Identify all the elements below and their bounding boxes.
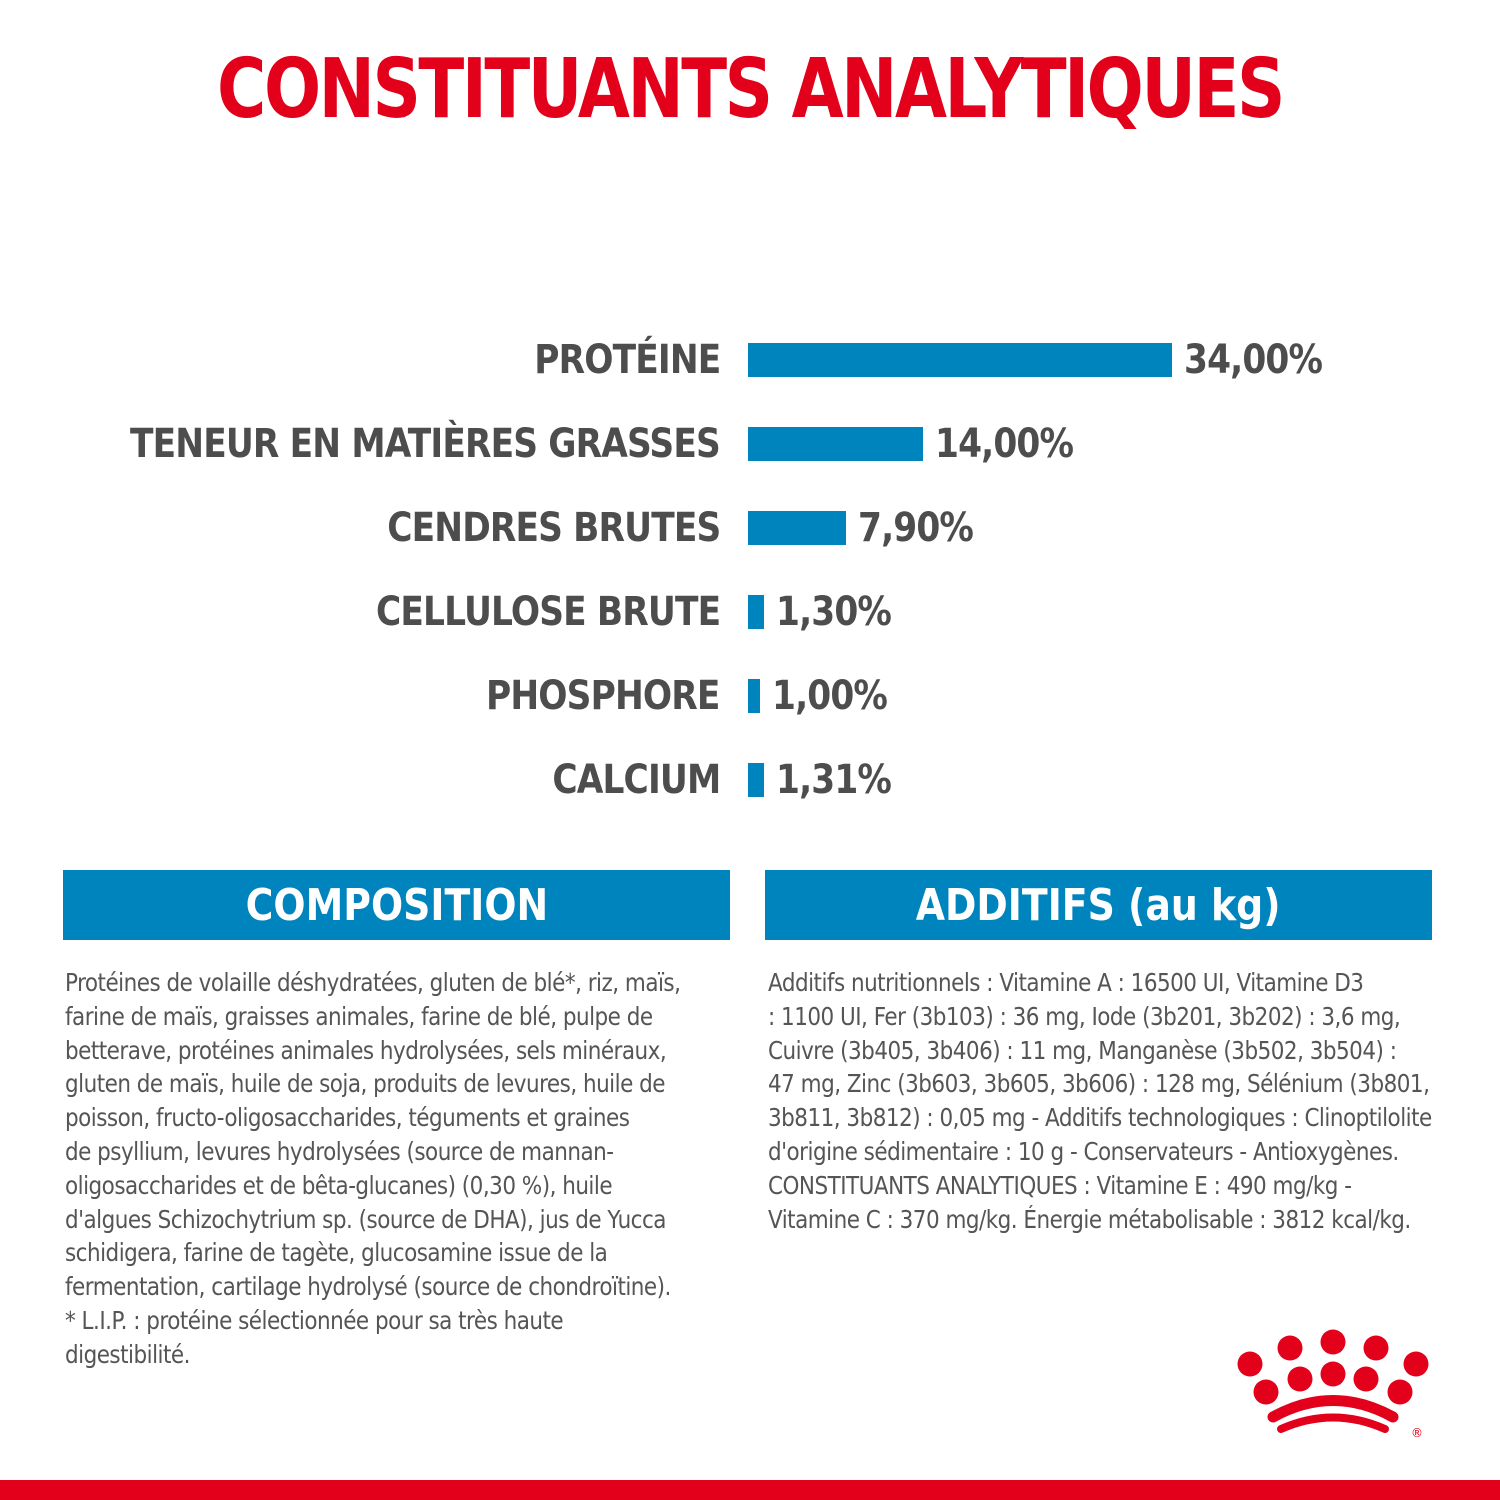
composition-line: digestibilité.	[65, 1339, 190, 1369]
additifs-line: 3b811, 3b812) : 0,05 mg - Additifs techn…	[768, 1103, 1432, 1133]
composition-line: poisson, fructo-oligosaccharides, tégume…	[65, 1103, 630, 1133]
royal-canin-crown-icon: ®	[1237, 1329, 1429, 1440]
composition-line: betterave, protéines animales hydrolysée…	[65, 1035, 667, 1065]
bar	[748, 595, 764, 629]
row-value: 1,00%	[772, 673, 888, 719]
chart-row: TENEUR EN MATIÈRES GRASSES 14,00%	[0, 414, 1500, 474]
composition-line: oligosaccharides et de bêta-glucanes) (0…	[65, 1170, 613, 1200]
bar	[748, 427, 923, 461]
additifs-line: CONSTITUANTS ANALYTIQUES : Vitamine E : …	[768, 1170, 1352, 1200]
row-value: 14,00%	[935, 421, 1074, 467]
additifs-heading: ADDITIFS (au kg)	[916, 880, 1281, 931]
composition-line: de psyllium, levures hydrolysées (source…	[65, 1136, 614, 1166]
additifs-line: Additifs nutritionnels : Vitamine A : 16…	[768, 968, 1364, 997]
additifs-line: 47 mg, Zinc (3b603, 3b605, 3b606) : 128 …	[768, 1069, 1430, 1099]
chart-row: CALCIUM 1,31%	[0, 750, 1500, 810]
bar	[748, 679, 760, 713]
additifs-line: : 1100 UI, Fer (3b103) : 36 mg, Iode (3b…	[768, 1001, 1401, 1031]
additifs-line: Cuivre (3b405, 3b406) : 11 mg, Manganèse…	[768, 1035, 1397, 1065]
row-label: CELLULOSE BRUTE	[375, 589, 721, 635]
composition-line: fermentation, cartilage hydrolysé (sourc…	[65, 1272, 671, 1302]
row-value: 7,90%	[858, 505, 974, 551]
footer-red-bar	[0, 1480, 1500, 1500]
registered-mark: ®	[1411, 1426, 1423, 1440]
row-value: 34,00%	[1184, 337, 1323, 383]
composition-line: schidigera, farine de tagète, glucosamin…	[65, 1238, 608, 1268]
composition-line: farine de maïs, graisses animales, farin…	[65, 1001, 653, 1031]
additifs-line: Vitamine C : 370 mg/kg. Énergie métaboli…	[768, 1204, 1411, 1234]
row-value: 1,31%	[776, 757, 892, 803]
row-label: CENDRES BRUTES	[386, 505, 721, 551]
additifs-header: ADDITIFS (au kg)	[765, 870, 1432, 940]
chart-row: CENDRES BRUTES 7,90%	[0, 498, 1500, 558]
additifs-line: d'origine sédimentaire : 10 g - Conserva…	[768, 1136, 1399, 1166]
row-value: 1,30%	[776, 589, 892, 635]
composition-line: * L.I.P. : protéine sélectionnée pour sa…	[65, 1305, 564, 1335]
bar	[748, 763, 764, 797]
page-title: CONSTITUANTS ANALYTIQUES	[217, 42, 1285, 137]
row-label: CALCIUM	[552, 757, 721, 803]
composition-heading: COMPOSITION	[245, 880, 548, 931]
composition-line: gluten de maïs, huile de soja, produits …	[65, 1069, 665, 1099]
composition-line: Protéines de volaille déshydratées, glut…	[65, 968, 681, 997]
chart-row: CELLULOSE BRUTE 1,30%	[0, 582, 1500, 642]
additifs-text: Additifs nutritionnels : Vitamine A : 16…	[768, 966, 1500, 1236]
bar	[748, 343, 1172, 377]
composition-text: Protéines de volaille déshydratées, glut…	[65, 966, 781, 1372]
row-label: TENEUR EN MATIÈRES GRASSES	[130, 421, 721, 467]
composition-header: COMPOSITION	[63, 870, 730, 940]
row-label: PROTÉINE	[533, 337, 721, 383]
bar	[748, 511, 846, 545]
row-label: PHOSPHORE	[486, 673, 720, 719]
composition-line: d'algues Schizochytrium sp. (source de D…	[65, 1204, 666, 1234]
chart-row: PROTÉINE 34,00%	[0, 330, 1500, 390]
chart-row: PHOSPHORE 1,00%	[0, 666, 1500, 726]
